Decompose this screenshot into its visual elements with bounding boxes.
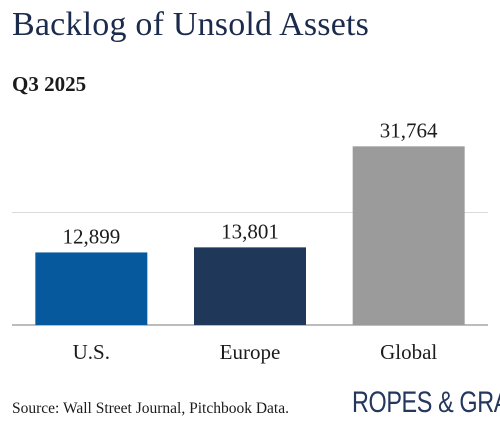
chart-title: Backlog of Unsold Assets [12,6,370,43]
chart-subtitle: Q3 2025 [12,72,87,96]
bar-chart: 12,899 U.S. 13,801 Europe 31,764 Global [12,118,488,364]
category-label-1: Europe [220,340,281,364]
bar-1 [194,247,306,325]
category-label-0: U.S. [73,340,110,364]
source-note: Source: Wall Street Journal, Pitchbook D… [12,400,289,417]
value-label-2: 31,764 [380,118,438,142]
bars-layer [35,146,465,325]
category-label-2: Global [380,340,437,364]
brand-logo: ROPES & GRAY [352,386,500,419]
bar-0 [35,252,148,325]
bar-2 [352,146,465,325]
value-label-0: 12,899 [62,224,120,248]
labels-layer: 12,899 U.S. 13,801 Europe 31,764 Global [62,118,438,364]
value-label-1: 13,801 [221,219,279,243]
